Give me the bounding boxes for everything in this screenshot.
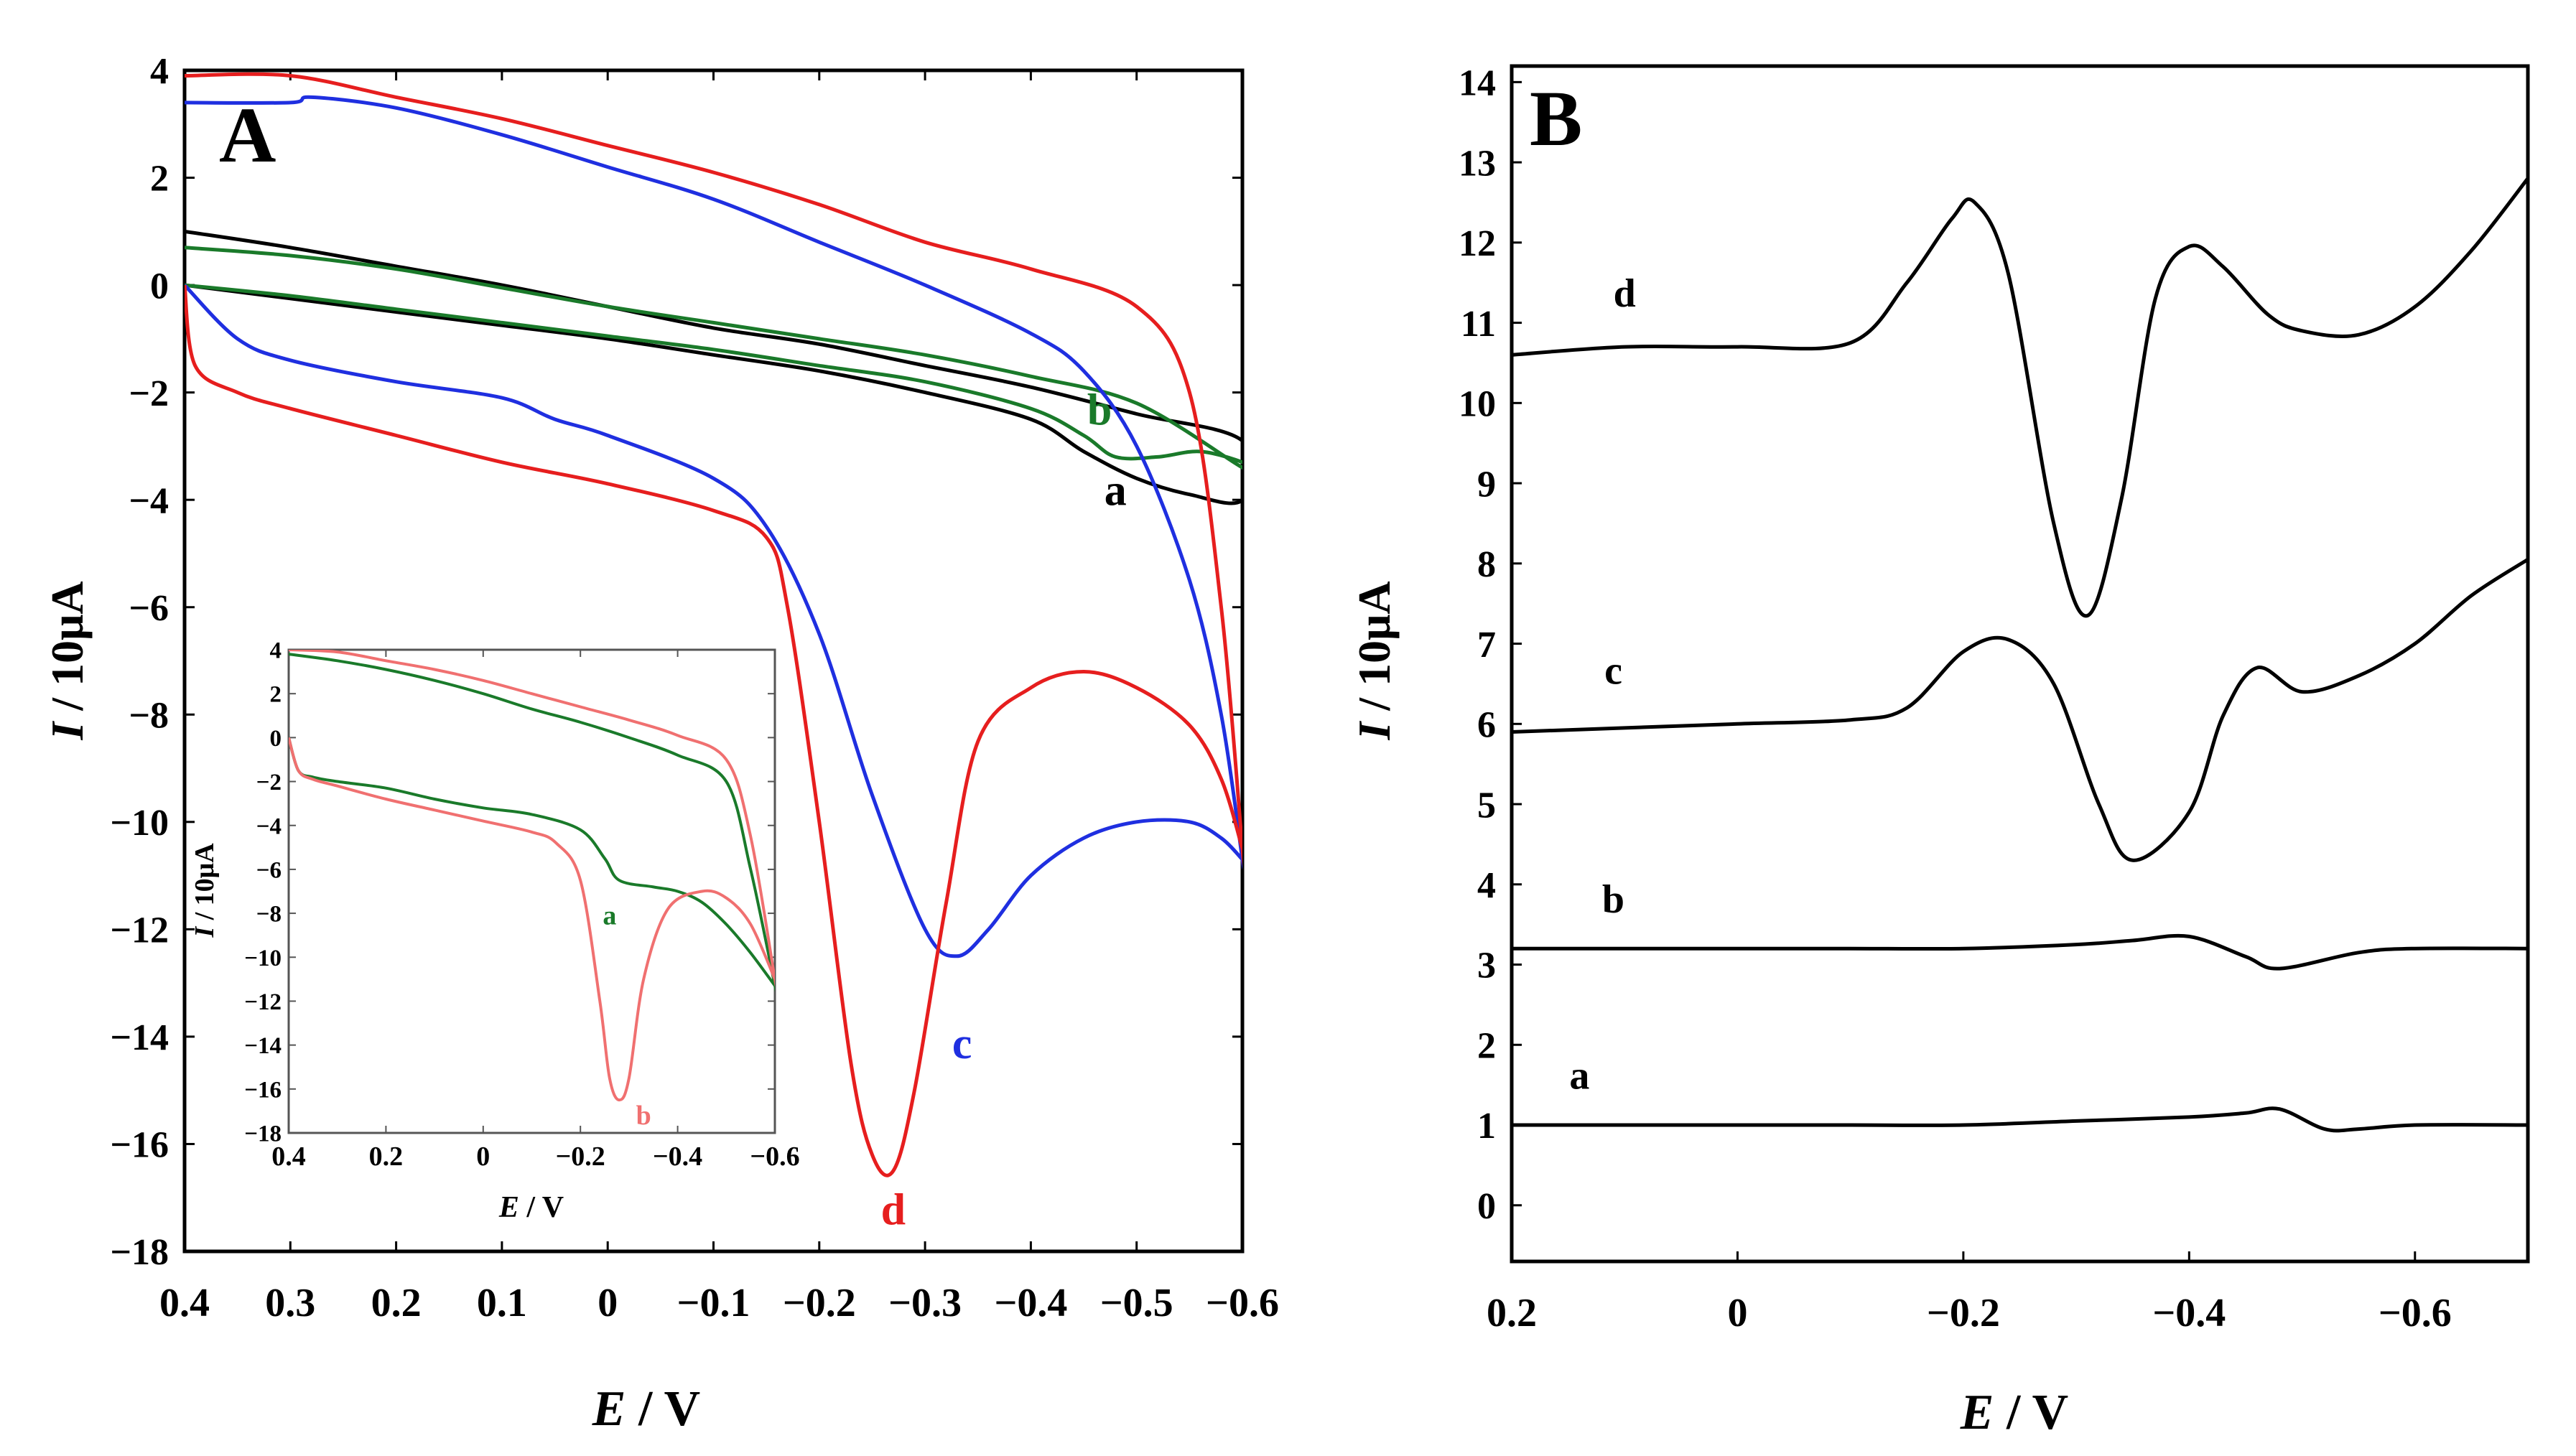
b-y-tick-label: 1 bbox=[1477, 1106, 1496, 1147]
a-x-tick-label: 0.2 bbox=[371, 1281, 422, 1325]
b-series-d-line bbox=[1512, 177, 2528, 618]
a-y-tick-label: −12 bbox=[110, 910, 169, 951]
a-y-tick-label: −14 bbox=[110, 1017, 169, 1058]
b-series-b-line bbox=[1512, 933, 2528, 971]
i-series-a-line bbox=[289, 653, 775, 992]
b-y-tick-label: 4 bbox=[1477, 865, 1496, 906]
i-y-tick-label: 0 bbox=[270, 726, 282, 752]
i-y-tick-label: −6 bbox=[256, 857, 282, 883]
a-x-tick-label: −0.2 bbox=[783, 1281, 856, 1325]
b-y-tick-label: 8 bbox=[1477, 544, 1496, 585]
b-y-tick-label: 10 bbox=[1459, 384, 1496, 425]
a-x-tick-label: −0.4 bbox=[994, 1281, 1067, 1325]
a-x-tick-label: −0.6 bbox=[1206, 1281, 1279, 1325]
i-x-tick-label: −0.4 bbox=[653, 1142, 702, 1172]
b-series-c-label: c bbox=[1604, 648, 1622, 693]
b-y-tick-label: 3 bbox=[1477, 946, 1496, 986]
panel-b-plot-frame bbox=[1510, 64, 2530, 1264]
i-series-b-label: b bbox=[636, 1101, 651, 1131]
b-x-tick-label: −0.2 bbox=[1927, 1291, 2000, 1335]
b-y-tick-label: 12 bbox=[1459, 223, 1496, 264]
a-y-tick-label: −4 bbox=[129, 480, 169, 521]
a-x-tick-label: 0.4 bbox=[159, 1281, 210, 1325]
a-series-c-line bbox=[185, 95, 1242, 958]
a-series-b-label: b bbox=[1087, 386, 1112, 435]
b-series-c-line bbox=[1512, 558, 2528, 862]
a-y-tick-label: −16 bbox=[110, 1125, 169, 1166]
a-y-tick-label: 0 bbox=[150, 266, 169, 307]
i-y-tick-label: −2 bbox=[256, 770, 282, 795]
b-series-d-label: d bbox=[1614, 271, 1636, 316]
b-x-tick-label: 0 bbox=[1727, 1291, 1747, 1335]
inset-plot-frame bbox=[287, 648, 776, 1134]
b-y-tick-label: 0 bbox=[1477, 1186, 1496, 1227]
panel-a-label: A bbox=[219, 91, 276, 179]
b-y-tick-label: 6 bbox=[1477, 705, 1496, 746]
inset-y-axis-label: I / 10μA bbox=[190, 843, 220, 938]
b-y-tick-label: 14 bbox=[1459, 63, 1496, 104]
b-y-tick-label: 11 bbox=[1461, 304, 1496, 345]
b-y-tick-label: 5 bbox=[1477, 785, 1496, 826]
a-series-d-line bbox=[185, 72, 1242, 1177]
b-x-tick-label: 0.2 bbox=[1487, 1291, 1537, 1335]
i-y-tick-label: −18 bbox=[244, 1121, 282, 1147]
a-y-tick-label: 2 bbox=[150, 159, 169, 200]
i-y-tick-label: −8 bbox=[256, 902, 282, 928]
a-y-tick-label: −2 bbox=[129, 373, 169, 414]
b-x-tick-label: −0.4 bbox=[2152, 1291, 2226, 1335]
b-series-b-label: b bbox=[1602, 877, 1624, 922]
a-y-tick-label: −18 bbox=[110, 1232, 169, 1273]
a-series-a-label: a bbox=[1105, 467, 1127, 515]
inset-x-axis-label: E / V bbox=[498, 1191, 564, 1224]
a-x-tick-label: −0.3 bbox=[888, 1281, 962, 1325]
a-y-tick-label: −8 bbox=[129, 695, 169, 736]
b-series-a-line bbox=[1512, 1106, 2528, 1133]
panel-a: 4 2 0 −2 −4 −6 −8 −10 −12 −14 −16 −18 0.4 0.3 0.2 0.1 0… bbox=[42, 51, 1279, 1437]
b-x-tick-label: −0.6 bbox=[2379, 1291, 2452, 1335]
b-series-a-label: a bbox=[1569, 1054, 1589, 1098]
b-y-tick-label: 9 bbox=[1477, 464, 1496, 505]
i-x-tick-label: 0.2 bbox=[369, 1142, 404, 1172]
i-y-tick-label: 4 bbox=[270, 638, 282, 664]
panel-a-y-axis-label: I / 10μA bbox=[42, 581, 93, 740]
i-y-tick-label: −4 bbox=[256, 813, 282, 839]
a-series-d-label: d bbox=[881, 1186, 906, 1235]
a-x-tick-label: −0.1 bbox=[677, 1281, 750, 1325]
a-y-tick-label: −10 bbox=[110, 803, 169, 844]
a-x-tick-label: 0.1 bbox=[477, 1281, 527, 1325]
i-y-tick-label: −12 bbox=[244, 989, 282, 1015]
i-x-tick-label: −0.6 bbox=[750, 1142, 799, 1172]
a-x-tick-label: 0.3 bbox=[265, 1281, 315, 1325]
panel-b-label: B bbox=[1530, 75, 1582, 162]
panel-a-inset: 4 2 0 −2 −4 −6 −8 −10 −12 −14 −16 −18 0.4 0.2 0 −0.2 −0… bbox=[190, 638, 800, 1224]
a-x-tick-label: 0 bbox=[597, 1281, 618, 1325]
i-y-tick-label: −16 bbox=[244, 1077, 282, 1103]
i-x-tick-label: 0.4 bbox=[271, 1142, 306, 1172]
b-y-tick-label: 2 bbox=[1477, 1025, 1496, 1066]
i-x-tick-label: 0 bbox=[476, 1142, 490, 1172]
a-series-b-line bbox=[185, 246, 1242, 470]
b-y-tick-label: 7 bbox=[1477, 625, 1496, 666]
panel-b-y-axis-label: I / 10μA bbox=[1349, 581, 1400, 740]
i-y-tick-label: −10 bbox=[244, 946, 282, 971]
b-y-tick-label: 13 bbox=[1459, 143, 1496, 184]
panel-a-x-axis-label: E / V bbox=[592, 1381, 700, 1437]
panel-b-x-axis-label: E / V bbox=[1960, 1385, 2068, 1440]
i-series-a-label: a bbox=[603, 900, 616, 930]
a-y-tick-label: −6 bbox=[129, 588, 169, 629]
i-series-b-line bbox=[289, 650, 775, 1102]
a-x-tick-label: −0.5 bbox=[1100, 1281, 1173, 1325]
a-y-tick-label: 4 bbox=[150, 51, 169, 92]
i-y-tick-label: −14 bbox=[244, 1033, 282, 1059]
i-y-tick-label: 2 bbox=[270, 682, 282, 708]
i-x-tick-label: −0.2 bbox=[556, 1142, 605, 1172]
a-series-c-label: c bbox=[952, 1019, 972, 1068]
